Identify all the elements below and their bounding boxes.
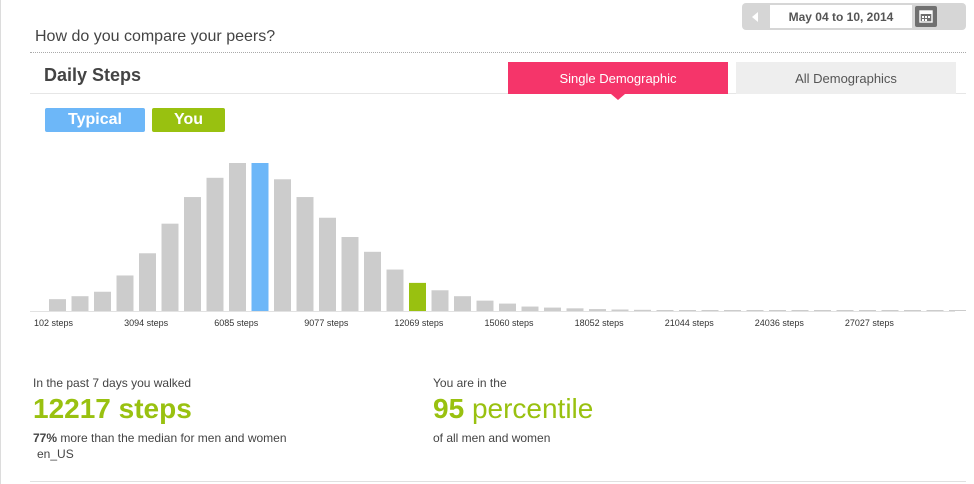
tab-all-demographics[interactable]: All Demographics	[736, 62, 956, 94]
walked-value: 12217 steps	[33, 393, 192, 425]
percentile-unit: percentile	[471, 393, 594, 424]
section-title: Daily Steps	[44, 65, 142, 85]
walked-comparison-text: more than the median for men and women	[60, 431, 287, 445]
x-tick-label: 18052 steps	[575, 318, 625, 328]
percentile-label: You are in the	[433, 376, 507, 390]
walked-comparison: 77% more than the median for men and wom…	[33, 431, 287, 445]
x-tick-label: 3094 steps	[124, 318, 169, 328]
histogram-bar	[94, 291, 111, 311]
histogram-bar	[184, 197, 201, 311]
histogram-bar	[544, 307, 561, 311]
percentile-sub: of all men and women	[433, 431, 551, 445]
triangle-left-icon	[752, 11, 758, 22]
x-tick-label: 12069 steps	[394, 318, 444, 328]
histogram-bar	[656, 310, 674, 311]
histogram-bar	[904, 310, 921, 311]
x-tick-label: 24036 steps	[755, 318, 805, 328]
tab-all-demographics-label: All Demographics	[795, 70, 897, 86]
bottom-divider	[30, 481, 966, 482]
histogram-bar	[701, 310, 719, 311]
histogram-bar	[454, 296, 471, 311]
histogram-bar	[139, 253, 156, 311]
percentile-number: 95	[433, 393, 465, 424]
calendar-icon	[919, 10, 933, 23]
x-tick-label: 102 steps	[34, 318, 74, 328]
date-range-picker[interactable]: May 04 to 10, 2014	[742, 3, 966, 30]
histogram-bar	[274, 179, 291, 311]
histogram-bar	[364, 251, 381, 311]
title-divider	[30, 52, 966, 53]
histogram-bar-you	[409, 282, 426, 311]
walked-number: 12217	[33, 393, 111, 424]
x-tick-label: 21044 steps	[665, 318, 715, 328]
histogram-bar	[206, 177, 224, 311]
legend-typical: Typical	[45, 108, 145, 132]
page-title: How do you compare your peers?	[35, 28, 276, 45]
histogram-bar	[769, 310, 786, 311]
histogram-bar	[634, 309, 651, 311]
histogram-bar	[116, 275, 134, 311]
tab-single-demographic-label: Single Demographic	[559, 70, 677, 86]
section-divider	[30, 93, 966, 94]
walked-label: In the past 7 days you walked	[33, 376, 192, 390]
tab-single-demographic[interactable]: Single Demographic	[508, 62, 728, 100]
histogram-bar	[566, 308, 584, 311]
histogram-bar	[386, 269, 404, 311]
calendar-button[interactable]	[915, 6, 937, 27]
histogram-bar	[229, 163, 246, 311]
histogram-bar	[949, 310, 966, 311]
date-range-label: May 04 to 10, 2014	[770, 5, 912, 28]
active-tab-pointer	[611, 94, 625, 100]
histogram-bar	[836, 310, 854, 311]
histogram-bar	[746, 310, 764, 311]
histogram-bar	[589, 309, 606, 311]
histogram-bar	[296, 197, 314, 311]
histogram-bar	[499, 303, 516, 311]
histogram-bar	[319, 217, 336, 311]
histogram-bar	[521, 306, 539, 311]
legend-you: You	[152, 108, 225, 132]
x-tick-label: 15060 steps	[485, 318, 535, 328]
histogram-bar	[791, 310, 809, 311]
histogram-bar	[859, 310, 876, 311]
walked-locale: en_US	[37, 447, 74, 461]
histogram-bar-typical	[251, 163, 269, 311]
x-tick-label: 6085 steps	[214, 318, 259, 328]
steps-histogram: 102 steps 3094 steps 6085 steps 9077 steps 1…	[30, 163, 966, 328]
histogram-bar	[724, 310, 741, 311]
histogram-bar	[814, 310, 831, 311]
histogram-bar	[679, 310, 696, 311]
histogram-bar	[341, 237, 359, 311]
left-border	[0, 0, 1, 484]
histogram-bar	[881, 310, 899, 311]
walked-unit: steps	[118, 393, 192, 424]
histogram-bar	[431, 290, 449, 311]
histogram-bar	[161, 223, 179, 311]
histogram-bar	[71, 296, 89, 311]
percentile-value: 95 percentile	[433, 393, 593, 425]
histogram-bar	[611, 309, 629, 311]
previous-week-button[interactable]	[742, 3, 768, 30]
histogram-bar	[49, 299, 66, 311]
x-tick-label: 27027 steps	[845, 318, 895, 328]
histogram-bar	[476, 300, 494, 311]
walked-percent: 77%	[33, 431, 58, 445]
histogram-bar	[926, 310, 944, 311]
x-tick-label: 9077 steps	[304, 318, 349, 328]
